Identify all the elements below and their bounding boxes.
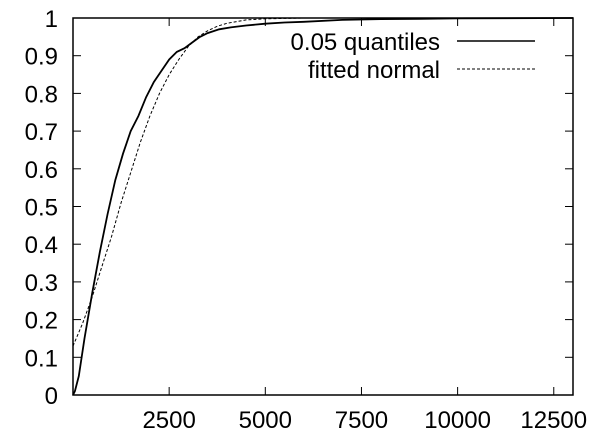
y-tick-label: 0.5 [25,195,58,222]
y-tick-label: 0.3 [25,270,58,297]
x-tick-label: 2500 [142,407,195,434]
y-axis: 0 0.1 0.2 0.3 0.4 0.5 0.6 0.7 0.8 0.9 1 [25,6,573,410]
x-tick-label: 12500 [520,407,587,434]
series-line-fitted-normal [72,17,573,347]
series-layer [72,17,574,396]
y-tick-label: 0.7 [25,119,58,146]
legend-label-quantiles: 0.05 quantiles [291,29,440,56]
x-tick-label: 10000 [424,407,491,434]
legend-label-fitted-normal: fitted normal [308,57,440,84]
series-line-quantiles [72,17,574,396]
x-tick-label: 5000 [239,407,292,434]
y-tick-label: 0 [45,383,58,410]
x-axis: 2500 5000 7500 10000 12500 [142,18,587,434]
y-tick-label: 1 [45,6,58,33]
x-tick-label: 7500 [335,407,388,434]
y-tick-label: 0.4 [25,232,58,259]
y-tick-label: 0.1 [25,345,58,372]
y-tick-label: 0.8 [25,81,58,108]
y-tick-label: 0.6 [25,157,58,184]
legend: 0.05 quantiles fitted normal [291,29,535,84]
y-tick-label: 0.9 [25,44,58,71]
y-tick-label: 0.2 [25,308,58,335]
